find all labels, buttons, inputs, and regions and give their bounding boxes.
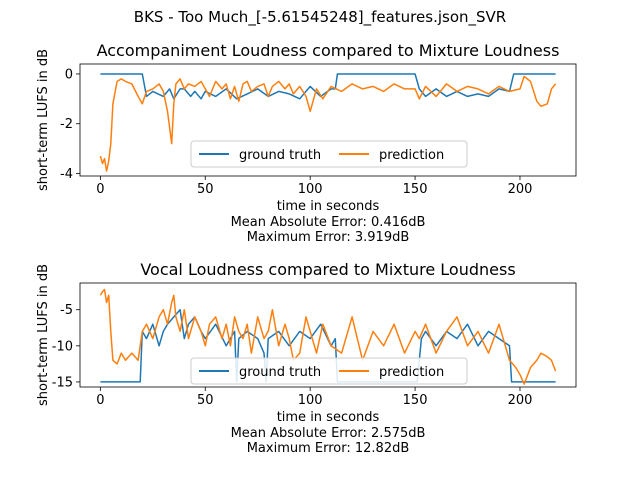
y-tick-label: -4 (60, 167, 73, 182)
series-line-ground-truth (100, 308, 556, 383)
x-tick-label: 200 (508, 393, 533, 408)
x-tick-label: 50 (197, 182, 214, 197)
x-axis-label: time in seconds (277, 410, 380, 425)
x-tick-label: 200 (508, 182, 533, 197)
chart-title: Vocal Loudness compared to Mixture Loudn… (140, 260, 515, 279)
y-axis-label: short-term LUFS in dB (36, 264, 51, 406)
stats-text: Maximum Error: 3.919dB (247, 230, 410, 245)
legend-entry-label: prediction (379, 148, 444, 163)
chart-title: Accompaniment Loudness compared to Mixtu… (97, 41, 560, 60)
x-tick-label: 150 (403, 182, 428, 197)
x-tick-label: 50 (197, 393, 214, 408)
series-line-prediction (99, 75, 557, 172)
x-tick-label: 150 (403, 393, 428, 408)
legend-entry-label: ground truth (239, 148, 321, 163)
y-tick-label: -2 (60, 117, 73, 132)
stats-text: Mean Absolute Error: 0.416dB (231, 215, 426, 230)
chart-panel-1: Accompaniment Loudness compared to Mixtu… (36, 41, 577, 245)
plot-frame (79, 63, 577, 177)
legend-entry-label: ground truth (239, 365, 321, 380)
x-tick-label: 100 (298, 182, 323, 197)
chart-panel-2: Vocal Loudness compared to Mixture Loudn… (36, 260, 577, 456)
legend-box (190, 357, 468, 385)
legend: ground truth prediction (190, 140, 468, 168)
y-tick-label: -5 (60, 303, 73, 318)
x-tick-label: 0 (96, 393, 104, 408)
y-axis-label: short-term LUFS in dB (36, 49, 51, 191)
x-axis-label: time in seconds (277, 199, 380, 214)
x-tick-label: 0 (96, 182, 104, 197)
legend-box (190, 140, 468, 168)
y-tick-label: -15 (52, 375, 73, 390)
plot-frame (79, 282, 577, 388)
series-line-ground-truth (100, 73, 556, 100)
figure-suptitle: BKS - Too Much_[-5.61545248]_features.js… (133, 8, 507, 26)
x-tick-label: 100 (298, 393, 323, 408)
series-line-prediction (99, 288, 557, 385)
stats-text: Maximum Error: 12.82dB (247, 441, 410, 456)
legend-entry-label: prediction (379, 365, 444, 380)
legend: ground truth prediction (190, 357, 468, 385)
y-tick-label: -10 (52, 339, 73, 354)
y-tick-label: 0 (65, 67, 73, 82)
stats-text: Mean Absolute Error: 2.575dB (231, 426, 426, 441)
